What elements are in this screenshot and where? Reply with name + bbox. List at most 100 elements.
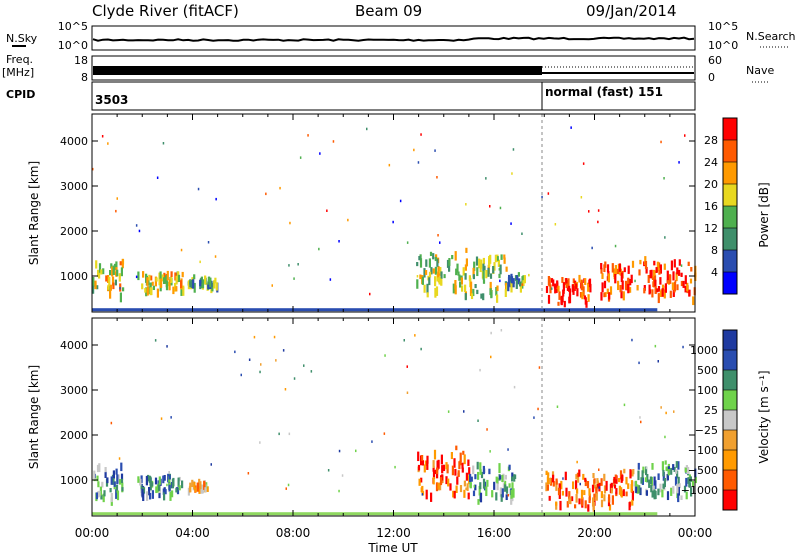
- scatter-cell: [489, 288, 492, 296]
- scatter-cell: [625, 476, 628, 485]
- scatter-cell: [98, 463, 101, 473]
- sparse-point: [639, 416, 641, 419]
- scatter-cell: [654, 286, 657, 295]
- scatter-cell: [140, 475, 143, 483]
- scatter-cell: [607, 273, 610, 283]
- scatter-cell: [483, 265, 486, 271]
- scatter-cell: [514, 474, 517, 479]
- sparse-point: [293, 277, 295, 280]
- scatter-cell: [115, 484, 119, 493]
- scatter-cell: [151, 490, 154, 499]
- scatter-cell: [200, 484, 203, 494]
- scatter-cell: [663, 263, 666, 270]
- scatter-cell: [615, 475, 618, 484]
- scatter-cell: [584, 479, 587, 487]
- scatter-cell: [499, 475, 502, 480]
- scatter-cell: [648, 284, 651, 295]
- scatter-cell: [466, 483, 469, 491]
- sparse-point: [285, 487, 287, 490]
- scatter-cell: [141, 489, 144, 498]
- scatter-cell: [450, 452, 453, 460]
- scatter-cell: [694, 476, 697, 484]
- scatter-cell: [451, 465, 454, 476]
- sparse-point: [486, 428, 488, 431]
- scatter-cell: [110, 263, 113, 269]
- scatter-cell: [554, 286, 557, 294]
- colorbar-tick-label: 500: [697, 364, 718, 377]
- sparse-point: [684, 134, 686, 137]
- colorbar-swatch: [723, 410, 737, 430]
- scatter-cell: [549, 477, 553, 486]
- scatter-cell: [204, 484, 207, 493]
- scatter-cell: [582, 473, 585, 480]
- scatter-cell: [595, 493, 598, 501]
- scatter-cell: [161, 274, 164, 282]
- scatter-cell: [105, 275, 108, 282]
- scatter-cell: [656, 288, 659, 293]
- colorbar-tick-label: −500: [688, 464, 718, 477]
- scatter-cell: [417, 464, 421, 471]
- scatter-cell: [647, 275, 650, 283]
- scatter-cell: [619, 285, 622, 293]
- scatter-cell: [507, 277, 511, 287]
- date-title: 09/Jan/2014: [586, 2, 677, 20]
- scatter-cell: [515, 280, 518, 289]
- scatter-cell: [664, 460, 667, 465]
- sparse-point: [253, 335, 256, 339]
- scatter-cell: [491, 490, 494, 498]
- colorbar-swatch: [723, 330, 737, 350]
- scatter-cell: [456, 263, 459, 273]
- scatter-cell: [651, 463, 654, 470]
- sparse-point: [406, 241, 409, 244]
- scatter-cell: [623, 267, 626, 273]
- sparse-point: [154, 339, 157, 342]
- scatter-cell: [650, 485, 653, 493]
- scatter-cell: [653, 271, 656, 277]
- scatter-cell: [600, 499, 604, 508]
- y-tick-label: 4000: [60, 135, 88, 148]
- scatter-cell: [496, 477, 499, 484]
- scatter-cell: [625, 491, 628, 497]
- scatter-cell: [678, 269, 681, 276]
- scatter-cell: [666, 474, 669, 481]
- sparse-point: [598, 468, 600, 471]
- scatter-cell: [110, 476, 113, 485]
- scatter-cell: [485, 270, 488, 279]
- sparse-point: [521, 283, 524, 286]
- scatter-cell: [622, 291, 625, 301]
- sparse-point: [499, 206, 502, 210]
- scatter-cell: [437, 266, 440, 271]
- sparse-point: [638, 361, 640, 365]
- scatter-cell: [149, 493, 152, 500]
- colorbar-swatch: [723, 184, 737, 206]
- scatter-cell: [553, 283, 556, 289]
- sparse-point: [513, 385, 516, 389]
- colorbar-swatch: [723, 470, 737, 490]
- scatter-cell: [493, 481, 496, 490]
- scatter-cell: [96, 475, 99, 482]
- sparse-point: [500, 329, 503, 332]
- sparse-point: [645, 466, 648, 470]
- scatter-cell: [470, 476, 473, 482]
- freq-label: Freq.: [6, 53, 33, 66]
- scatter-cell: [591, 484, 595, 493]
- sparse-point: [660, 140, 662, 144]
- scatter-cell: [199, 481, 202, 490]
- scatter-cell: [435, 254, 438, 260]
- scatter-cell: [619, 268, 622, 276]
- colorbar-swatch: [723, 228, 737, 250]
- scatter-cell: [100, 269, 103, 275]
- sparse-point: [135, 275, 138, 279]
- scatter-cell: [685, 491, 688, 500]
- sparse-point: [591, 246, 593, 250]
- scatter-cell: [467, 492, 470, 500]
- scatter-cell: [423, 464, 426, 473]
- sparse-point: [259, 370, 261, 374]
- scatter-cell: [592, 473, 595, 479]
- sparse-point: [234, 350, 236, 354]
- scatter-cell: [453, 490, 456, 499]
- colorbar-tick-label: 12: [704, 222, 718, 235]
- scatter-cell: [661, 288, 664, 297]
- scatter-cell: [474, 284, 477, 289]
- scatter-cell: [154, 477, 158, 485]
